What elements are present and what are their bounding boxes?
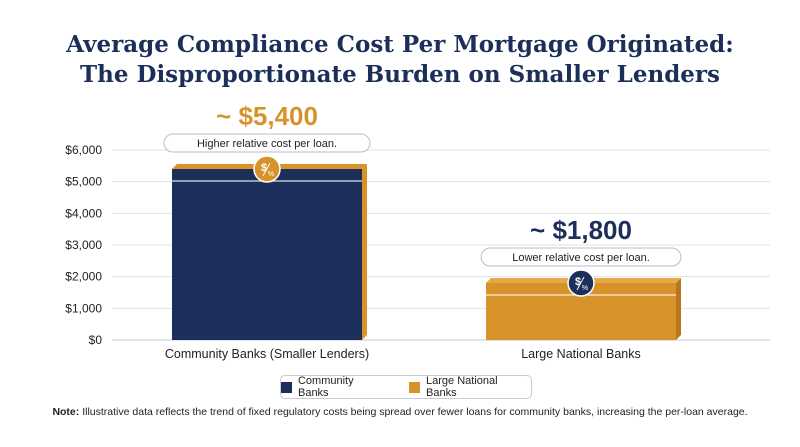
dollar-percent-icon: $%	[567, 269, 595, 297]
y-tick-label: $2,000	[65, 270, 102, 284]
y-tick-label: $0	[89, 333, 103, 347]
footnote-text: Illustrative data reflects the trend of …	[82, 406, 748, 418]
legend-item-community: Community Banks	[281, 375, 387, 399]
title-line-1: Average Compliance Cost Per Mortgage Ori…	[66, 31, 734, 58]
annotation-box	[480, 247, 682, 267]
y-tick-label: $4,000	[65, 206, 102, 220]
legend-item-national: Large National Banks	[409, 375, 531, 399]
bar-side	[362, 164, 367, 340]
icon-percent: %	[268, 171, 274, 178]
annotation-text: Lower relative cost per loan.	[512, 252, 650, 264]
y-tick-label: $3,000	[65, 238, 102, 252]
y-tick-label: $1,000	[65, 301, 102, 315]
chart-title: Average Compliance Cost Per Mortgage Ori…	[0, 30, 800, 90]
annotation-box	[163, 133, 371, 153]
value-label: ~ $1,800	[530, 215, 632, 245]
footnote-label: Note:	[52, 406, 80, 418]
annotation-text: Higher relative cost per loan.	[197, 138, 337, 150]
icon-slash	[262, 162, 271, 177]
icon-dollar: $	[261, 162, 267, 174]
footnote: Note: Illustrative data reflects the tre…	[0, 406, 800, 418]
icon-percent: %	[582, 285, 588, 292]
dollar-percent-icon: $%	[253, 155, 281, 183]
legend-swatch-community	[281, 381, 292, 393]
bar-side	[676, 278, 681, 340]
icon-dollar: $	[575, 276, 581, 288]
legend-label-national: Large National Banks	[426, 375, 498, 399]
value-label: ~ $5,400	[216, 101, 318, 131]
y-tick-label: $6,000	[65, 143, 102, 157]
x-category-label: Community Banks (Smaller Lenders)	[165, 347, 369, 361]
legend-label-community: Community Banks	[297, 375, 354, 399]
icon-slash	[576, 276, 585, 291]
title-line-2: The Disproportionate Burden on Smaller L…	[80, 61, 720, 88]
chart-legend: Community Banks Large National Banks	[280, 375, 532, 399]
bar	[172, 169, 362, 340]
legend-swatch-national	[409, 381, 421, 393]
x-category-label: Large National Banks	[521, 347, 641, 361]
y-tick-label: $5,000	[65, 175, 102, 189]
